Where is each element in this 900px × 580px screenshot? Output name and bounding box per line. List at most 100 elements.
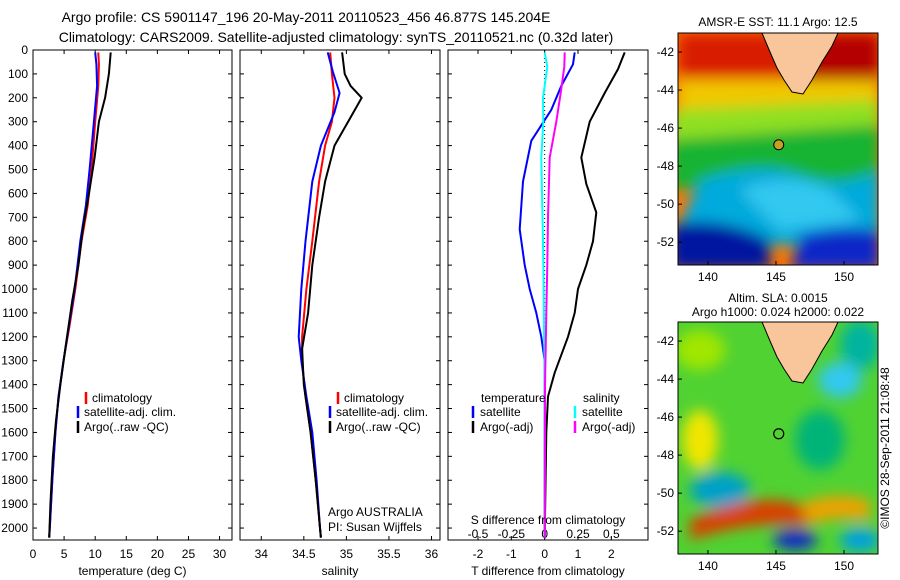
- figure-title-line2: Climatology: CARS2009. Satellite-adjuste…: [59, 29, 614, 45]
- salinity-legend: climatology satellite-adj. clim. Argo(..…: [328, 391, 428, 434]
- argo-program-label: Argo AUSTRALIA: [328, 505, 423, 519]
- panel-series-group: [48, 52, 112, 538]
- depth-tick-label: 1400: [1, 378, 28, 392]
- lon-tick-label: 145: [766, 559, 786, 573]
- top-tick-label: 0.25: [566, 527, 590, 541]
- depth-tick-label: 1700: [1, 449, 28, 463]
- x-tick-label: -1: [506, 547, 517, 561]
- lat-tick-label: -50: [657, 486, 675, 500]
- series-line-argo-raw-qc: [301, 52, 363, 538]
- float-position-marker: [773, 428, 785, 440]
- lon-tick-label: 145: [766, 270, 786, 284]
- series-line-temperature-argo-adj: [543, 52, 626, 538]
- figure-title-line1: Argo profile: CS 5901147_196 20-May-2011…: [62, 9, 551, 25]
- x-tick-label: 35: [340, 547, 354, 561]
- lon-tick-label: 150: [834, 270, 854, 284]
- depth-tick-label: 600: [8, 186, 28, 200]
- lat-tick-label: -52: [657, 524, 675, 538]
- x-tick-label: 1: [575, 547, 582, 561]
- depth-tick-label: 700: [8, 210, 28, 224]
- legend-title-temperature: temperature: [481, 391, 546, 405]
- legend-label-sal-argo: Argo(-adj): [582, 420, 635, 434]
- x-axis-label: temperature (deg C): [78, 564, 186, 578]
- lat-tick-label: -46: [657, 410, 675, 424]
- legend-label-climatology: climatology: [92, 391, 152, 405]
- float-position-marker: [773, 139, 785, 151]
- top-tick-label: -0.5: [468, 527, 489, 541]
- lat-tick-label: -48: [657, 159, 675, 173]
- sla-map-subtitle: Argo h1000: 0.024 h2000: 0.022: [692, 305, 864, 319]
- sst-map-frame: [677, 32, 879, 266]
- x-tick-label: 5: [61, 547, 68, 561]
- x-tick-label: 34.5: [292, 547, 316, 561]
- legend-label-argo: Argo(..raw -QC): [84, 420, 169, 434]
- top-tick-label: 0.5: [603, 527, 620, 541]
- lon-tick-label: 150: [834, 559, 854, 573]
- lat-tick-label: -50: [657, 197, 675, 211]
- x-tick-label: 2: [608, 547, 615, 561]
- series-line-argo-raw-qc: [48, 52, 112, 538]
- depth-tick-label: 2000: [1, 521, 28, 535]
- difference-legend: temperature satellite Argo(-adj) salinit…: [471, 391, 635, 434]
- x-tick-label: 25: [182, 547, 196, 561]
- profile-lines-layer: [48, 52, 626, 538]
- panel-series-group: [297, 52, 363, 538]
- map-axes-layer: -42 -44 -46 -48 -50 -52 140 145 150 -42 -44 -46 -48 -…: [657, 45, 855, 573]
- depth-tick-label: 1300: [1, 354, 28, 368]
- legend-label-satellite: satellite-adj. clim.: [336, 405, 428, 419]
- depth-tick-label: 0: [21, 43, 28, 57]
- x-axis-label: salinity: [322, 564, 359, 578]
- sst-map-title: AMSR-E SST: 11.1 Argo: 12.5: [698, 15, 858, 29]
- temperature-panel-frame: [32, 49, 233, 541]
- depth-tick-label: 1800: [1, 473, 28, 487]
- depth-tick-label: 900: [8, 258, 28, 272]
- lat-tick-label: -48: [657, 448, 675, 462]
- sla-map-title: Altim. SLA: 0.0015: [728, 291, 828, 305]
- axes-layer: 0100200300400500600700800900100011001200…: [1, 43, 648, 578]
- depth-tick-label: 800: [8, 234, 28, 248]
- depth-tick-label: 200: [8, 91, 28, 105]
- depth-tick-label: 100: [8, 67, 28, 81]
- difference-top-axis-label: S difference from climatology: [471, 513, 626, 527]
- series-line-salinity-argo-adj: [543, 52, 566, 538]
- x-tick-label: 20: [151, 547, 165, 561]
- x-tick-label: 10: [89, 547, 103, 561]
- depth-tick-label: 1500: [1, 402, 28, 416]
- x-tick-label: 34: [255, 547, 269, 561]
- lat-tick-label: -44: [657, 372, 675, 386]
- lat-tick-label: -46: [657, 121, 675, 135]
- lon-tick-label: 140: [698, 559, 718, 573]
- depth-tick-label: 1000: [1, 282, 28, 296]
- legend-label-satellite: satellite-adj. clim.: [84, 405, 176, 419]
- depth-tick-label: 1200: [1, 330, 28, 344]
- depth-tick-label: 500: [8, 163, 28, 177]
- temperature-legend: climatology satellite-adj. clim. Argo(..…: [76, 391, 176, 434]
- legend-label-argo: Argo(..raw -QC): [336, 420, 421, 434]
- depth-tick-label: 1600: [1, 425, 28, 439]
- lat-tick-label: -52: [657, 235, 675, 249]
- depth-tick-label: 400: [8, 139, 28, 153]
- difference-panel-frame: [447, 49, 649, 541]
- depth-tick-label: 1900: [1, 497, 28, 511]
- salinity-panel-frame: [239, 49, 441, 541]
- legend-label-temp-satellite: satellite: [480, 405, 521, 419]
- x-tick-label: 35.5: [377, 547, 401, 561]
- x-tick-label: 0: [541, 547, 548, 561]
- sla-map: [678, 322, 878, 554]
- x-axis-label: T difference from climatology: [471, 564, 625, 578]
- x-tick-label: 30: [213, 547, 227, 561]
- x-tick-label: 15: [120, 547, 134, 561]
- x-tick-label: 0: [30, 547, 37, 561]
- depth-tick-label: 1100: [2, 306, 28, 320]
- depth-tick-label: 300: [8, 115, 28, 129]
- x-tick-label: 36: [425, 547, 439, 561]
- legend-label-climatology: climatology: [344, 391, 404, 405]
- legend-title-salinity: salinity: [583, 391, 620, 405]
- sla-map-frame: [677, 321, 879, 555]
- x-tick-label: -2: [473, 547, 484, 561]
- series-line-satellite-adj-clim: [297, 52, 341, 538]
- sst-map: [678, 33, 878, 265]
- legend-label-sal-satellite: satellite: [582, 405, 623, 419]
- series-line-salinity-satellite: [540, 52, 549, 538]
